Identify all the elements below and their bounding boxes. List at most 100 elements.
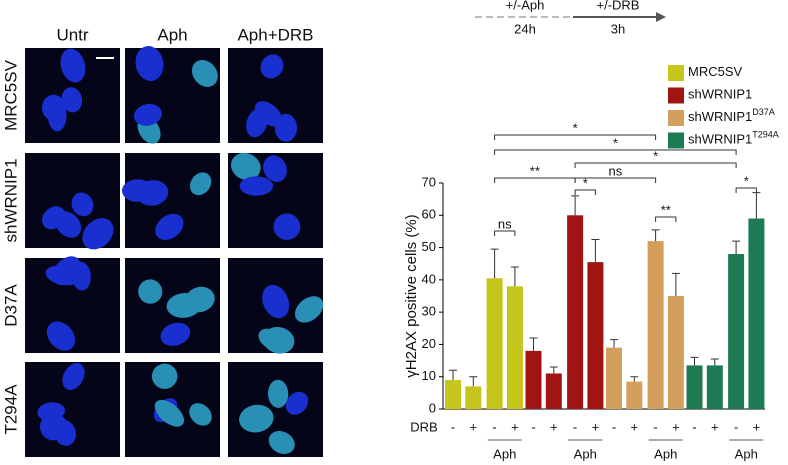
drb-sign: -	[612, 419, 616, 434]
error-bar	[671, 272, 680, 296]
y-tick-label: 40	[422, 271, 436, 286]
drb-sign: -	[734, 419, 738, 434]
error-bar	[449, 369, 457, 380]
legend-label: shWRNIP1T294A	[688, 130, 779, 147]
bar	[647, 241, 664, 409]
nucleus	[239, 404, 274, 433]
legend-superscript: T294A	[752, 130, 779, 140]
drb-sign: -	[573, 419, 577, 434]
significance-bracket	[494, 134, 657, 140]
error-bar	[510, 266, 519, 287]
bar	[506, 286, 523, 409]
nucleus	[263, 155, 287, 182]
aph-label: Aph	[574, 446, 597, 461]
nucleus	[285, 391, 309, 415]
bar	[587, 262, 604, 409]
nucleus	[61, 87, 83, 113]
significance-label: ns	[608, 163, 622, 178]
legend-swatch	[668, 132, 684, 149]
nucleus	[262, 284, 290, 319]
nucleus	[294, 296, 324, 323]
legend-label: shWRNIP1	[688, 87, 752, 102]
bar	[465, 386, 482, 409]
error-bar	[732, 240, 741, 255]
significance-label: **	[661, 202, 671, 217]
drb-sign: +	[711, 419, 719, 434]
aph-label: Aph	[654, 446, 677, 461]
drb-sign: -	[653, 419, 657, 434]
nucleus	[62, 363, 85, 390]
error-bar	[591, 239, 600, 263]
significance-bracket	[494, 177, 576, 183]
nucleus	[121, 179, 154, 202]
nucleus	[189, 403, 212, 426]
error-bar	[490, 248, 499, 279]
nucleus	[260, 54, 284, 79]
nucleus	[45, 265, 80, 286]
significance-bracket	[574, 177, 657, 183]
legend-name: shWRNIP1	[688, 132, 752, 147]
nucleus	[185, 286, 215, 313]
drb-sign: +	[631, 419, 639, 434]
legend-swatch	[668, 65, 684, 81]
drb-label: DRB	[410, 419, 437, 434]
nucleus	[71, 192, 94, 217]
error-bar	[630, 376, 639, 382]
significance-bracket	[655, 216, 677, 222]
error-bar	[529, 337, 538, 351]
bar	[706, 365, 723, 409]
significance-bracket	[494, 230, 516, 236]
nucleus	[268, 431, 295, 454]
significance-bracket	[574, 162, 737, 168]
legend-swatch	[668, 110, 684, 126]
nucleus	[151, 363, 178, 389]
significance-label: *	[744, 173, 749, 188]
nucleus	[54, 420, 76, 446]
drb-sign: -	[531, 419, 535, 434]
error-bar	[710, 358, 719, 366]
nucleus	[60, 48, 86, 83]
error-bar	[469, 376, 478, 387]
error-bar	[752, 192, 761, 219]
drb-sign: -	[492, 419, 496, 434]
nucleus	[267, 379, 289, 408]
bar	[728, 254, 745, 409]
timeline-arrow	[656, 12, 666, 22]
nucleus	[133, 103, 162, 126]
significance-label: *	[583, 175, 588, 190]
aph-label: Aph	[735, 446, 758, 461]
nucleus	[82, 218, 114, 250]
nucleus	[154, 399, 185, 427]
drb-sign: -	[451, 419, 455, 434]
drb-sign: -	[692, 419, 696, 434]
bar	[567, 215, 584, 409]
bar	[686, 365, 703, 409]
legend-label: shWRNIP1D37A	[688, 107, 775, 124]
drb-sign: +	[672, 419, 680, 434]
bar	[667, 296, 684, 409]
bar	[748, 218, 765, 409]
bar	[606, 347, 622, 409]
drb-sign: +	[511, 419, 519, 434]
nucleus	[274, 113, 298, 142]
nucleus	[138, 279, 163, 304]
timeline-label: 3h	[611, 21, 625, 36]
row-label: MRC5SV	[1, 59, 20, 131]
significance-label: **	[530, 163, 540, 178]
nucleus	[46, 321, 76, 351]
nucleus	[160, 322, 191, 346]
bar	[545, 373, 562, 409]
y-tick-label: 0	[429, 400, 436, 415]
nucleus	[41, 94, 66, 121]
aph-label: Aph	[493, 446, 516, 461]
row-label: D37A	[1, 284, 20, 327]
y-tick-label: 50	[422, 239, 436, 254]
drb-sign: +	[550, 419, 558, 434]
legend-label: MRC5SV	[688, 64, 743, 79]
error-bar	[610, 339, 618, 348]
y-tick-label: 30	[422, 304, 436, 319]
y-tick-label: 60	[422, 207, 436, 222]
y-tick-label: 10	[422, 368, 436, 383]
timeline-label: 24h	[514, 21, 536, 36]
